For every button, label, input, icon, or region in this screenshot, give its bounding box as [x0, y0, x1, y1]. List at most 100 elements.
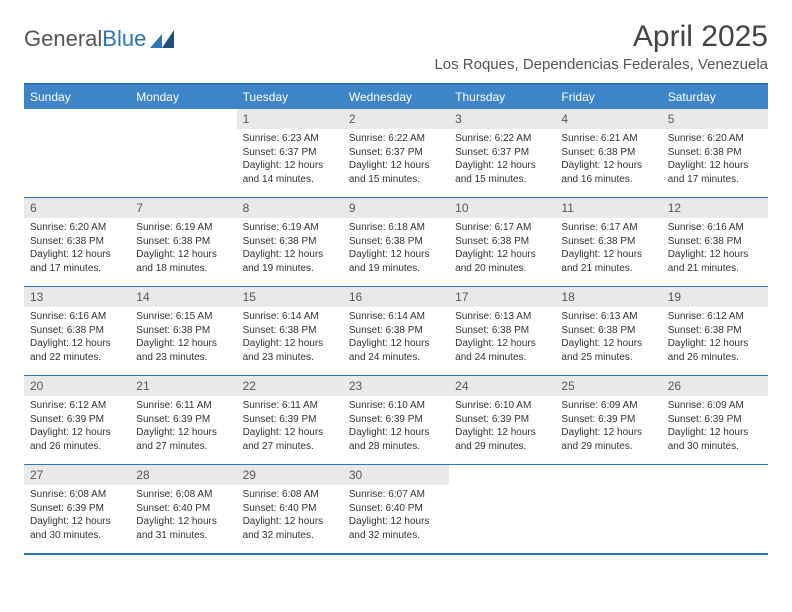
- weekday-header: Saturday: [662, 85, 768, 109]
- day-cell: 27Sunrise: 6:08 AMSunset: 6:39 PMDayligh…: [24, 465, 130, 553]
- daylight-line: Daylight: 12 hours and 14 minutes.: [243, 159, 337, 186]
- calendar-week: 001Sunrise: 6:23 AMSunset: 6:37 PMDaylig…: [24, 109, 768, 198]
- day-body: Sunrise: 6:20 AMSunset: 6:38 PMDaylight:…: [662, 129, 768, 190]
- sunset-line: Sunset: 6:39 PM: [243, 413, 337, 427]
- day-cell: 18Sunrise: 6:13 AMSunset: 6:38 PMDayligh…: [555, 287, 661, 375]
- sunset-line: Sunset: 6:38 PM: [30, 235, 124, 249]
- daylight-line: Daylight: 12 hours and 29 minutes.: [455, 426, 549, 453]
- day-number: 28: [130, 465, 236, 485]
- sunset-line: Sunset: 6:39 PM: [349, 413, 443, 427]
- day-number: 27: [24, 465, 130, 485]
- sunset-line: Sunset: 6:38 PM: [455, 235, 549, 249]
- sunrise-line: Sunrise: 6:12 AM: [30, 399, 124, 413]
- sunrise-line: Sunrise: 6:09 AM: [561, 399, 655, 413]
- brand-text: GeneralBlue: [24, 26, 146, 52]
- day-number: 11: [555, 198, 661, 218]
- day-body: Sunrise: 6:09 AMSunset: 6:39 PMDaylight:…: [555, 396, 661, 457]
- day-cell: 16Sunrise: 6:14 AMSunset: 6:38 PMDayligh…: [343, 287, 449, 375]
- day-cell: 22Sunrise: 6:11 AMSunset: 6:39 PMDayligh…: [237, 376, 343, 464]
- brand-word2: Blue: [102, 26, 146, 51]
- calendar-weeks: 001Sunrise: 6:23 AMSunset: 6:37 PMDaylig…: [24, 109, 768, 555]
- daylight-line: Daylight: 12 hours and 15 minutes.: [455, 159, 549, 186]
- page-title: April 2025: [434, 20, 768, 54]
- brand-mark-icon: [150, 30, 176, 48]
- sunset-line: Sunset: 6:39 PM: [668, 413, 762, 427]
- daylight-line: Daylight: 12 hours and 19 minutes.: [243, 248, 337, 275]
- day-number: 6: [24, 198, 130, 218]
- day-body: Sunrise: 6:09 AMSunset: 6:39 PMDaylight:…: [662, 396, 768, 457]
- daylight-line: Daylight: 12 hours and 22 minutes.: [30, 337, 124, 364]
- day-body: Sunrise: 6:13 AMSunset: 6:38 PMDaylight:…: [555, 307, 661, 368]
- sunset-line: Sunset: 6:39 PM: [136, 413, 230, 427]
- sunrise-line: Sunrise: 6:09 AM: [668, 399, 762, 413]
- daylight-line: Daylight: 12 hours and 17 minutes.: [668, 159, 762, 186]
- calendar-week: 20Sunrise: 6:12 AMSunset: 6:39 PMDayligh…: [24, 376, 768, 465]
- daylight-line: Daylight: 12 hours and 24 minutes.: [455, 337, 549, 364]
- daylight-line: Daylight: 12 hours and 15 minutes.: [349, 159, 443, 186]
- sunset-line: Sunset: 6:38 PM: [136, 324, 230, 338]
- sunrise-line: Sunrise: 6:17 AM: [455, 221, 549, 235]
- calendar-week: 13Sunrise: 6:16 AMSunset: 6:38 PMDayligh…: [24, 287, 768, 376]
- sunset-line: Sunset: 6:40 PM: [349, 502, 443, 516]
- location-subtitle: Los Roques, Dependencias Federales, Vene…: [434, 56, 768, 73]
- sunset-line: Sunset: 6:38 PM: [561, 146, 655, 160]
- sunset-line: Sunset: 6:37 PM: [455, 146, 549, 160]
- day-body: Sunrise: 6:17 AMSunset: 6:38 PMDaylight:…: [449, 218, 555, 279]
- day-cell: 11Sunrise: 6:17 AMSunset: 6:38 PMDayligh…: [555, 198, 661, 286]
- day-number: 17: [449, 287, 555, 307]
- day-number: 16: [343, 287, 449, 307]
- daylight-line: Daylight: 12 hours and 32 minutes.: [349, 515, 443, 542]
- day-number: 25: [555, 376, 661, 396]
- day-body: Sunrise: 6:21 AMSunset: 6:38 PMDaylight:…: [555, 129, 661, 190]
- day-cell: 5Sunrise: 6:20 AMSunset: 6:38 PMDaylight…: [662, 109, 768, 197]
- day-cell: 20Sunrise: 6:12 AMSunset: 6:39 PMDayligh…: [24, 376, 130, 464]
- sunrise-line: Sunrise: 6:12 AM: [668, 310, 762, 324]
- sunrise-line: Sunrise: 6:19 AM: [136, 221, 230, 235]
- daylight-line: Daylight: 12 hours and 21 minutes.: [561, 248, 655, 275]
- sunset-line: Sunset: 6:38 PM: [243, 324, 337, 338]
- day-body: Sunrise: 6:07 AMSunset: 6:40 PMDaylight:…: [343, 485, 449, 546]
- day-cell: 9Sunrise: 6:18 AMSunset: 6:38 PMDaylight…: [343, 198, 449, 286]
- day-cell: 3Sunrise: 6:22 AMSunset: 6:37 PMDaylight…: [449, 109, 555, 197]
- weekday-header: Sunday: [24, 85, 130, 109]
- weekday-header: Tuesday: [237, 85, 343, 109]
- day-body: Sunrise: 6:08 AMSunset: 6:40 PMDaylight:…: [130, 485, 236, 546]
- sunrise-line: Sunrise: 6:14 AM: [243, 310, 337, 324]
- calendar: SundayMondayTuesdayWednesdayThursdayFrid…: [24, 83, 768, 555]
- sunset-line: Sunset: 6:38 PM: [136, 235, 230, 249]
- day-body: Sunrise: 6:12 AMSunset: 6:38 PMDaylight:…: [662, 307, 768, 368]
- sunrise-line: Sunrise: 6:21 AM: [561, 132, 655, 146]
- sunrise-line: Sunrise: 6:13 AM: [455, 310, 549, 324]
- day-cell: 6Sunrise: 6:20 AMSunset: 6:38 PMDaylight…: [24, 198, 130, 286]
- day-number: 9: [343, 198, 449, 218]
- day-cell: 13Sunrise: 6:16 AMSunset: 6:38 PMDayligh…: [24, 287, 130, 375]
- sunrise-line: Sunrise: 6:18 AM: [349, 221, 443, 235]
- sunset-line: Sunset: 6:38 PM: [668, 146, 762, 160]
- day-body: Sunrise: 6:14 AMSunset: 6:38 PMDaylight:…: [343, 307, 449, 368]
- sunset-line: Sunset: 6:38 PM: [668, 235, 762, 249]
- daylight-line: Daylight: 12 hours and 31 minutes.: [136, 515, 230, 542]
- weekday-header: Friday: [555, 85, 661, 109]
- sunset-line: Sunset: 6:39 PM: [30, 413, 124, 427]
- day-body: Sunrise: 6:12 AMSunset: 6:39 PMDaylight:…: [24, 396, 130, 457]
- day-cell: 17Sunrise: 6:13 AMSunset: 6:38 PMDayligh…: [449, 287, 555, 375]
- sunrise-line: Sunrise: 6:15 AM: [136, 310, 230, 324]
- day-number: 15: [237, 287, 343, 307]
- day-cell: 24Sunrise: 6:10 AMSunset: 6:39 PMDayligh…: [449, 376, 555, 464]
- day-cell: 25Sunrise: 6:09 AMSunset: 6:39 PMDayligh…: [555, 376, 661, 464]
- day-body: Sunrise: 6:11 AMSunset: 6:39 PMDaylight:…: [237, 396, 343, 457]
- title-block: April 2025 Los Roques, Dependencias Fede…: [434, 20, 768, 73]
- sunset-line: Sunset: 6:38 PM: [243, 235, 337, 249]
- daylight-line: Daylight: 12 hours and 23 minutes.: [243, 337, 337, 364]
- day-body: Sunrise: 6:13 AMSunset: 6:38 PMDaylight:…: [449, 307, 555, 368]
- day-body: Sunrise: 6:15 AMSunset: 6:38 PMDaylight:…: [130, 307, 236, 368]
- sunrise-line: Sunrise: 6:22 AM: [349, 132, 443, 146]
- weekday-header-row: SundayMondayTuesdayWednesdayThursdayFrid…: [24, 85, 768, 109]
- daylight-line: Daylight: 12 hours and 26 minutes.: [30, 426, 124, 453]
- sunset-line: Sunset: 6:37 PM: [243, 146, 337, 160]
- day-body: Sunrise: 6:22 AMSunset: 6:37 PMDaylight:…: [449, 129, 555, 190]
- sunrise-line: Sunrise: 6:22 AM: [455, 132, 549, 146]
- sunrise-line: Sunrise: 6:16 AM: [668, 221, 762, 235]
- day-number: 5: [662, 109, 768, 129]
- header: GeneralBlue April 2025 Los Roques, Depen…: [24, 20, 768, 73]
